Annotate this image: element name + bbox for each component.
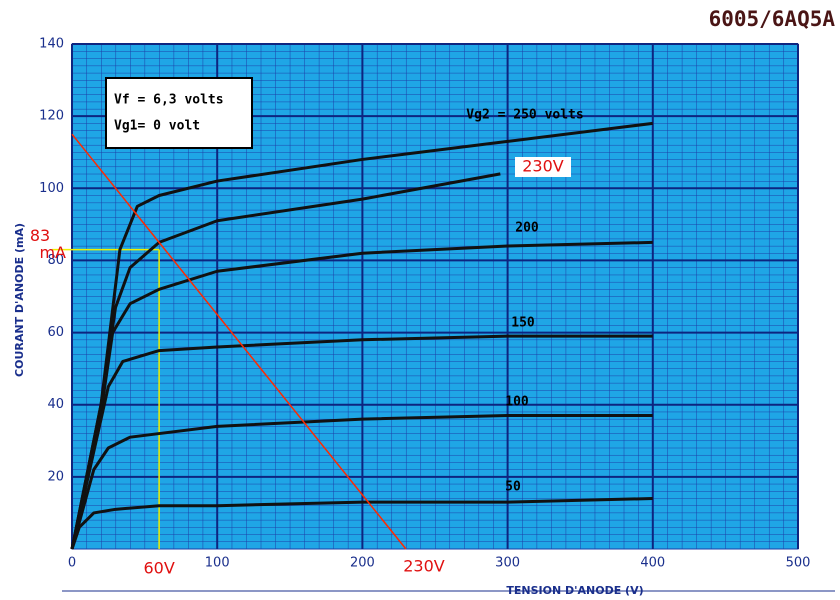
x-tick-label: 500 (786, 556, 811, 571)
operating-y-label: 83 (30, 226, 50, 245)
x-tick-label: 400 (640, 556, 665, 571)
series-label: Vg2 = 250 volts (466, 108, 583, 123)
info-box (105, 77, 253, 149)
info-text: Vf = 6,3 volts (114, 93, 224, 108)
series-label: 50 (505, 480, 521, 495)
y-tick-label: 100 (39, 181, 64, 196)
operating-x-label: 60V (143, 559, 174, 578)
series-line (71, 133, 407, 550)
series-line (70, 334, 653, 550)
y-tick-label: 20 (47, 469, 64, 484)
y-tick-label: 120 (39, 109, 64, 124)
x-tick-label: 100 (205, 556, 230, 571)
series-label: 200 (515, 221, 539, 236)
y-tick-label: 40 (47, 397, 64, 412)
series-label: 100 (505, 395, 529, 410)
y-tick-label: 140 (39, 37, 64, 52)
x-tick-label: 0 (68, 556, 76, 571)
x-tick-label: 300 (495, 556, 520, 571)
label-bg (515, 157, 571, 177)
info-text: Vg1= 0 volt (114, 119, 200, 134)
y-axis-label: COURANT D'ANODE (mA) (13, 223, 26, 377)
operating-y-label: mA (39, 243, 66, 262)
series-line (70, 240, 653, 550)
chart-title: 6005/6AQ5A (709, 7, 836, 31)
series-line (70, 497, 653, 550)
x-tick-label: 200 (350, 556, 375, 571)
series-label: 150 (511, 316, 535, 331)
series-label: 230V (522, 157, 564, 176)
y-tick-label: 60 (47, 325, 64, 340)
series-line (70, 414, 653, 550)
series-label: 230V (403, 557, 445, 576)
y-tick-label: 80 (47, 253, 64, 268)
